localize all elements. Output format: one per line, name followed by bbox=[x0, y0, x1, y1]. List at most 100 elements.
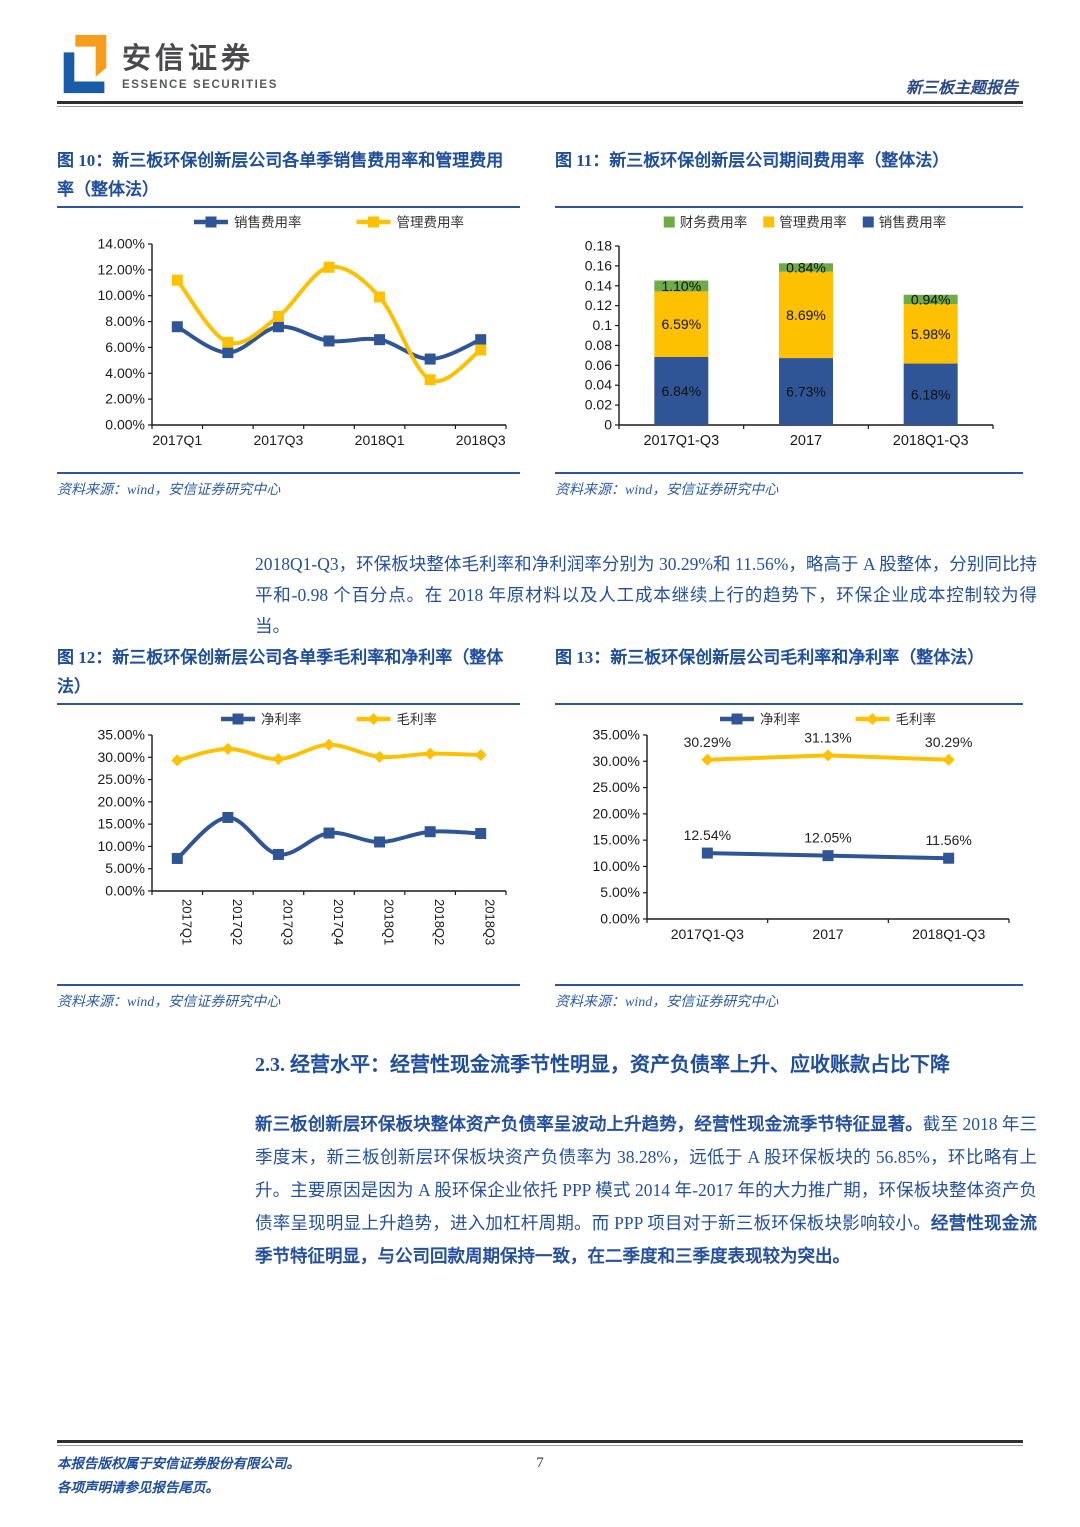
svg-text:销售费用率: 销售费用率 bbox=[879, 214, 947, 230]
svg-text:2018Q1-Q3: 2018Q1-Q3 bbox=[912, 926, 985, 942]
svg-text:35.00%: 35.00% bbox=[593, 727, 640, 743]
svg-text:2018Q1: 2018Q1 bbox=[355, 432, 405, 448]
body-paragraph-normal: 截至 2018 年三季度末，新三板创新层环保板块资产负债率为 38.28%，远低… bbox=[255, 1113, 1038, 1233]
svg-text:0.12: 0.12 bbox=[585, 297, 612, 313]
svg-text:8.00%: 8.00% bbox=[105, 313, 145, 329]
svg-text:5.98%: 5.98% bbox=[911, 326, 951, 342]
svg-text:2017Q1: 2017Q1 bbox=[152, 432, 202, 448]
svg-text:8.69%: 8.69% bbox=[786, 307, 826, 323]
svg-text:0.06: 0.06 bbox=[585, 357, 612, 373]
figure-13-chart: 0.00% 5.00% 10.00% 15.00% 20.00% 25.00% 30.00%… bbox=[593, 711, 1010, 942]
header-logo: 安信证券 ESSENCE SECURITIES bbox=[60, 34, 278, 96]
svg-text:25.00%: 25.00% bbox=[593, 779, 640, 795]
footer-copyright-line1: 本报告版权属于安信证券股份有限公司。 bbox=[57, 1456, 300, 1471]
body-paragraph-bold-lead: 新三板创新层环保板块整体资产负债率呈波动上升趋势，经营性现金流季节特征显著。 bbox=[255, 1113, 923, 1134]
svg-text:2018Q3: 2018Q3 bbox=[483, 899, 498, 945]
footer-rule bbox=[57, 1440, 1023, 1446]
svg-text:20.00%: 20.00% bbox=[593, 805, 640, 821]
svg-text:20.00%: 20.00% bbox=[98, 793, 145, 809]
svg-text:0.1: 0.1 bbox=[593, 317, 613, 333]
svg-text:0.18: 0.18 bbox=[585, 238, 612, 254]
svg-text:10.00%: 10.00% bbox=[98, 287, 145, 303]
svg-text:6.00%: 6.00% bbox=[105, 339, 145, 355]
svg-text:2018Q3: 2018Q3 bbox=[456, 432, 506, 448]
figure-12-source: 资料来源：wind，安信证券研究中心 bbox=[57, 984, 520, 1011]
summary-paragraph: 2018Q1-Q3，环保板块整体毛利率和净利润率分别为 30.29%和 11.5… bbox=[255, 553, 1037, 636]
brand-name-cn: 安信证券 bbox=[122, 43, 255, 75]
figure-10: 图 10：新三板环保创新层公司各单季销售费用率和管理费用率（整体法） 0.00%… bbox=[57, 146, 520, 499]
svg-text:2017: 2017 bbox=[790, 433, 822, 449]
report-category-tag: 新三板主题报告 bbox=[905, 80, 1018, 97]
svg-text:2017: 2017 bbox=[812, 926, 843, 942]
footer-copyright: 本报告版权属于安信证券股份有限公司。 各项声明请参见报告尾页。 bbox=[57, 1452, 300, 1500]
svg-text:10.00%: 10.00% bbox=[593, 858, 640, 874]
svg-text:毛利率: 毛利率 bbox=[896, 711, 937, 727]
svg-text:2017Q1: 2017Q1 bbox=[179, 899, 194, 945]
page-number: 7 bbox=[536, 1455, 544, 1471]
svg-text:10.00%: 10.00% bbox=[98, 838, 145, 854]
svg-text:0.00%: 0.00% bbox=[105, 417, 145, 433]
svg-text:0.04: 0.04 bbox=[585, 377, 612, 393]
svg-text:2017Q2: 2017Q2 bbox=[230, 899, 245, 945]
svg-text:2017Q3: 2017Q3 bbox=[280, 899, 295, 945]
figure-10-source: 资料来源：wind，安信证券研究中心 bbox=[57, 472, 520, 499]
figure-11-title: 图 11：新三板环保创新层公司期间费用率（整体法） bbox=[555, 146, 1023, 208]
svg-text:5.00%: 5.00% bbox=[600, 884, 640, 900]
svg-text:14.00%: 14.00% bbox=[98, 236, 145, 252]
svg-text:30.29%: 30.29% bbox=[925, 734, 972, 750]
figure-10-chart: 0.00% 2.00% 4.00% 6.00% 8.00% 10.00% 12.00% 14.… bbox=[98, 214, 507, 448]
svg-text:净利率: 净利率 bbox=[760, 711, 801, 727]
svg-text:0.02: 0.02 bbox=[585, 397, 612, 413]
footer-copyright-line2: 各项声明请参见报告尾页。 bbox=[57, 1480, 219, 1495]
figure-13: 图 13：新三板环保创新层公司毛利率和净利率（整体法） 0.00% 5.00% 10… bbox=[555, 643, 1023, 1011]
svg-text:6.73%: 6.73% bbox=[786, 384, 826, 400]
svg-text:30.00%: 30.00% bbox=[593, 753, 640, 769]
svg-text:财务费用率: 财务费用率 bbox=[680, 214, 748, 230]
svg-text:6.18%: 6.18% bbox=[911, 386, 951, 402]
svg-text:0: 0 bbox=[604, 417, 612, 433]
svg-text:31.13%: 31.13% bbox=[804, 729, 851, 745]
svg-text:15.00%: 15.00% bbox=[98, 816, 145, 832]
svg-text:2018Q1-Q3: 2018Q1-Q3 bbox=[893, 433, 969, 449]
svg-text:0.00%: 0.00% bbox=[105, 883, 145, 899]
figure-13-source: 资料来源：wind，安信证券研究中心 bbox=[555, 984, 1023, 1011]
svg-text:净利率: 净利率 bbox=[261, 711, 302, 727]
svg-text:6.59%: 6.59% bbox=[661, 316, 701, 332]
figure-13-title: 图 13：新三板环保创新层公司毛利率和净利率（整体法） bbox=[555, 643, 1023, 705]
figure-12: 图 12：新三板环保创新层公司各单季毛利率和净利率（整体法） 0.00% 5.00… bbox=[57, 643, 520, 1011]
svg-text:0.84%: 0.84% bbox=[786, 259, 826, 275]
svg-text:11.56%: 11.56% bbox=[925, 832, 971, 848]
figure-12-chart: 0.00% 5.00% 10.00% 15.00% 20.00% 25.00% 30.00%… bbox=[98, 711, 507, 945]
svg-text:2017Q3: 2017Q3 bbox=[254, 432, 304, 448]
svg-text:2017Q1-Q3: 2017Q1-Q3 bbox=[671, 926, 744, 942]
brand-name-en: ESSENCE SECURITIES bbox=[122, 79, 278, 91]
svg-text:0.00%: 0.00% bbox=[600, 911, 640, 927]
svg-text:30.00%: 30.00% bbox=[98, 749, 145, 765]
svg-text:管理费用率: 管理费用率 bbox=[779, 214, 847, 230]
svg-text:2017Q4: 2017Q4 bbox=[331, 899, 346, 945]
svg-text:25.00%: 25.00% bbox=[98, 771, 145, 787]
svg-text:0.08: 0.08 bbox=[585, 337, 612, 353]
svg-text:2.00%: 2.00% bbox=[105, 391, 145, 407]
section-heading-2-3: 2.3. 经营水平：经营性现金流季节性明显，资产负债率上升、应收账款占比下降 bbox=[255, 1053, 950, 1076]
svg-text:5.00%: 5.00% bbox=[105, 860, 145, 876]
svg-text:2018Q2: 2018Q2 bbox=[432, 899, 447, 945]
svg-text:2018Q1: 2018Q1 bbox=[382, 899, 397, 945]
svg-text:管理费用率: 管理费用率 bbox=[397, 214, 465, 230]
svg-text:0.94%: 0.94% bbox=[911, 291, 951, 307]
body-paragraph-bold-tail: 经营性现金流季节特征明显，与公司回款周期保持一致，在二季度和三季度表现较为突出。 bbox=[255, 1212, 1038, 1266]
svg-text:0.14: 0.14 bbox=[585, 277, 612, 293]
svg-text:1.10%: 1.10% bbox=[661, 278, 701, 294]
figure-11-chart: 0 0.02 0.04 0.06 0.08 0.1 0.12 0.14 0.16 0.18 2017… bbox=[585, 214, 994, 449]
svg-text:销售费用率: 销售费用率 bbox=[234, 214, 302, 230]
svg-text:毛利率: 毛利率 bbox=[397, 711, 438, 727]
svg-text:30.29%: 30.29% bbox=[684, 734, 731, 750]
figure-11-source: 资料来源：wind，安信证券研究中心 bbox=[555, 472, 1023, 499]
svg-text:12.54%: 12.54% bbox=[684, 827, 731, 843]
svg-text:12.00%: 12.00% bbox=[98, 261, 145, 277]
essence-logo-icon bbox=[63, 34, 107, 94]
svg-text:15.00%: 15.00% bbox=[593, 832, 640, 848]
figure-11: 图 11：新三板环保创新层公司期间费用率（整体法） 0 0.02 0.04 0.06 0… bbox=[555, 146, 1023, 499]
svg-text:12.05%: 12.05% bbox=[804, 830, 851, 846]
